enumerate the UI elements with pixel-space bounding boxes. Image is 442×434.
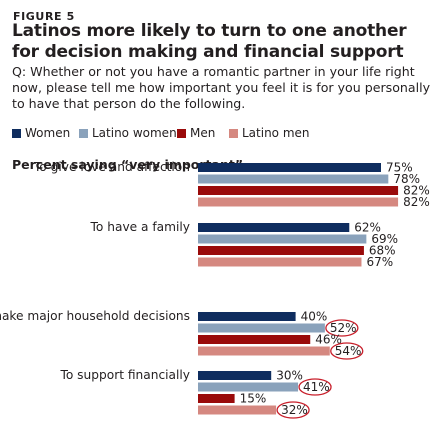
data-label: 75% (386, 161, 413, 175)
bar (198, 257, 362, 267)
bar (198, 382, 299, 392)
legend-swatch-latino-men (229, 129, 238, 138)
data-label: 30% (276, 369, 303, 383)
data-label: 32% (281, 403, 308, 417)
data-label: 69% (371, 232, 398, 246)
bar (198, 174, 389, 184)
legend-swatch-men (177, 129, 186, 138)
legend-swatch-women (12, 129, 21, 138)
category-label: To have a family (90, 220, 190, 234)
category-label: To support financially (59, 368, 190, 382)
bar (198, 197, 399, 207)
highlight-circle (330, 342, 364, 360)
legend-label-men: Men (190, 126, 216, 140)
bar (198, 323, 325, 333)
highlight-circle (276, 401, 310, 419)
data-label: 82% (403, 184, 430, 198)
data-label: 40% (301, 310, 328, 324)
bar (198, 394, 235, 403)
bar (198, 371, 272, 380)
data-label: 78% (393, 172, 420, 186)
chart-subtitle: Percent saying “very important” (12, 157, 244, 172)
data-label: 54% (335, 344, 362, 358)
bar (198, 335, 311, 344)
data-label: 62% (354, 221, 381, 235)
figure-label: FIGURE 5 (13, 10, 75, 23)
data-label: 67% (366, 255, 393, 269)
survey-question: Q: Whether or not you have a romantic pa… (12, 64, 431, 111)
bar (198, 405, 277, 415)
legend-swatch-latino-women (79, 129, 88, 138)
data-label: 82% (403, 195, 430, 209)
category-label: To make major household decisions (0, 309, 190, 323)
data-label: 41% (303, 380, 330, 394)
bar (198, 163, 381, 172)
legend-label-women: Women (25, 126, 71, 140)
data-label: 68% (369, 244, 396, 258)
data-label: 52% (330, 321, 357, 335)
bar (198, 223, 350, 232)
highlight-circle (325, 319, 359, 337)
bar (198, 312, 296, 321)
bar (198, 186, 399, 195)
bar (198, 246, 364, 255)
bar (198, 234, 367, 244)
data-label: 46% (315, 333, 342, 347)
legend-label-latino-women: Latino women (92, 126, 177, 140)
data-label: 15% (240, 392, 267, 406)
legend-label-latino-men: Latino men (242, 126, 310, 140)
bar (198, 346, 330, 356)
highlight-circle (298, 378, 332, 396)
chart-title: Latinos more likely to turn to one anoth… (12, 21, 407, 62)
category-label: To give love and affection (33, 160, 190, 174)
legend: Women Latino women Men Latino men (12, 125, 437, 141)
